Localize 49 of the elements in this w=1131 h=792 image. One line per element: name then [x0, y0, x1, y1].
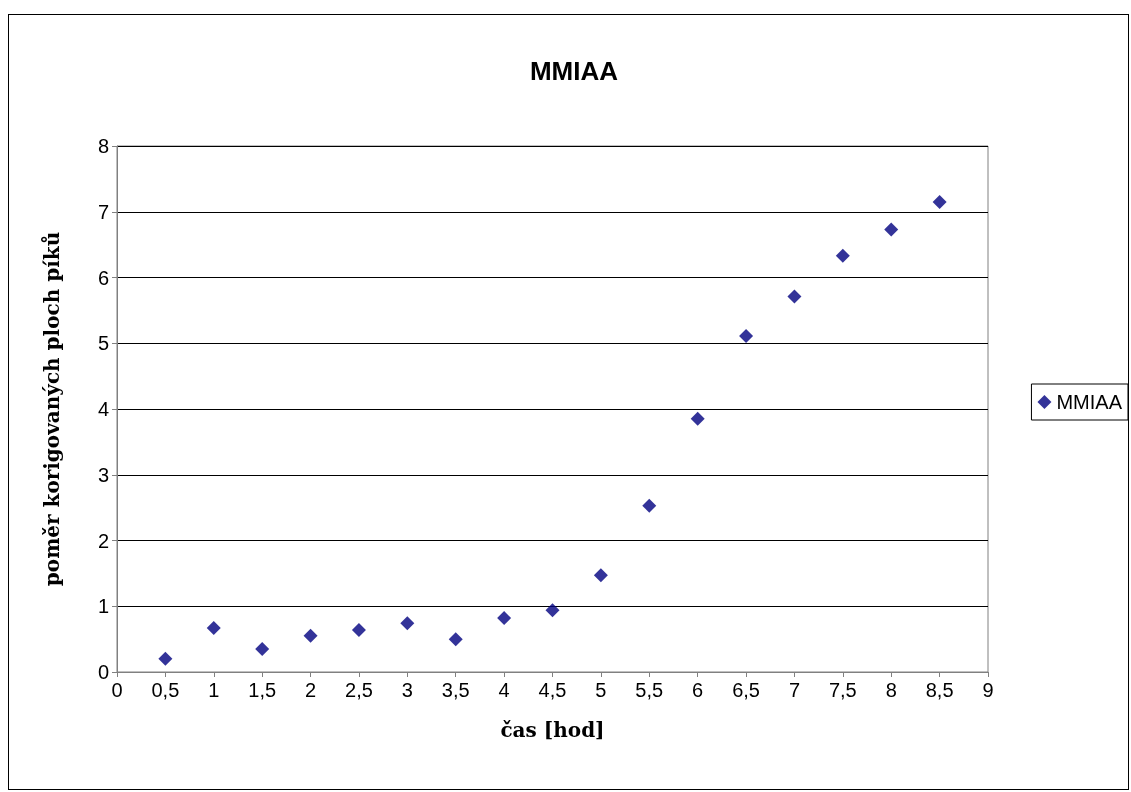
point	[545, 603, 560, 618]
x-tick-label: 0	[111, 679, 123, 701]
x-tick-label: 1,5	[248, 679, 277, 701]
y-tick-label: 2	[97, 529, 109, 552]
y-tick-label: 8	[97, 135, 109, 157]
point	[787, 289, 802, 304]
y-tick-label: 5	[97, 332, 109, 355]
y-tick-label: 0	[97, 661, 109, 683]
x-tick-label: 8	[885, 679, 897, 701]
x-tick-label: 3	[401, 679, 413, 701]
point	[593, 568, 608, 583]
x-tick-label: 2	[304, 679, 317, 701]
x-tick-label: 4,5	[538, 679, 567, 701]
point	[690, 411, 705, 426]
x-tick-label: 3,5	[441, 679, 470, 701]
point	[497, 611, 512, 626]
x-tick-label: 4	[498, 679, 510, 701]
point	[932, 194, 947, 209]
x-tick-label: 5	[595, 679, 607, 701]
x-tick-label: 8,5	[925, 679, 954, 701]
x-tick-label: 7,5	[828, 679, 857, 701]
point	[642, 498, 657, 513]
point	[255, 641, 270, 656]
point	[448, 632, 463, 647]
x-axis-title: čas [hod]	[500, 718, 605, 742]
x-tick-label: 6,5	[732, 679, 760, 701]
chart-title: MMIAA	[529, 56, 619, 86]
x-tick-label: 2,5	[345, 679, 373, 701]
x-tick-label: 5,5	[635, 679, 664, 701]
y-tick-label: 7	[97, 200, 109, 223]
x-tick-label: 0,5	[151, 679, 180, 701]
y-tick-label: 3	[97, 463, 109, 486]
x-tick-label: 7	[788, 679, 801, 701]
point	[835, 248, 850, 263]
x-tick-label: 1	[208, 679, 220, 701]
y-tick-label: 1	[97, 595, 109, 618]
point	[351, 622, 366, 637]
y-axis-title: poměr korigovaných ploch píků	[40, 231, 64, 587]
legend-label: MMIAA	[1056, 391, 1123, 413]
point	[303, 628, 318, 643]
point	[739, 329, 754, 344]
y-tick-label: 6	[97, 266, 109, 289]
point	[158, 651, 173, 666]
point	[206, 620, 221, 635]
x-tick-label: 6	[692, 679, 704, 701]
point	[884, 222, 899, 237]
point	[400, 616, 415, 631]
y-tick-label: 4	[97, 398, 109, 420]
x-tick-label: 9	[982, 679, 994, 701]
